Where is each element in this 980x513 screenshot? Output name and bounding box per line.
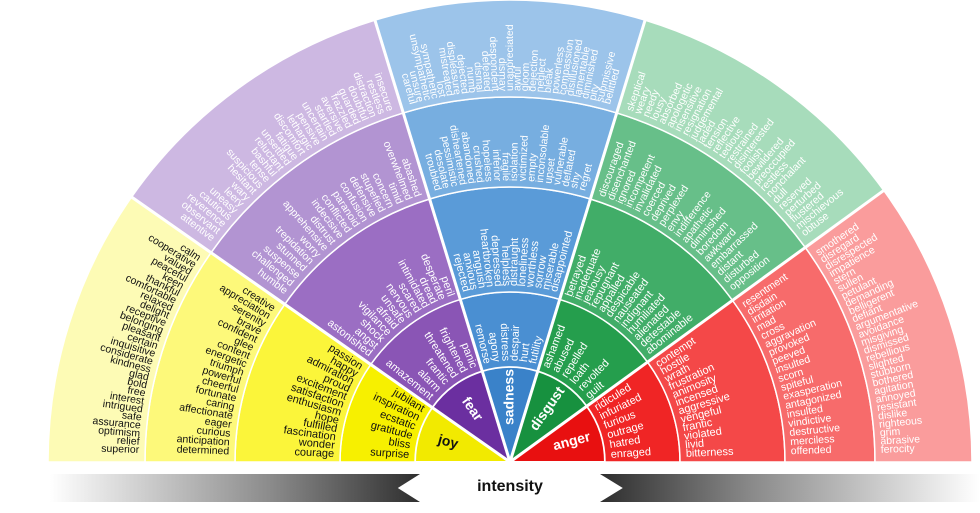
emotion-word: frantic [682, 417, 714, 435]
emotion-word: dismay [496, 58, 509, 92]
emotion-word: ferocity [881, 443, 916, 456]
emotion-word: determined [176, 444, 229, 458]
intensity-label: intensity [477, 478, 543, 495]
emotion-word: loneliness [516, 237, 531, 287]
emotion-word: dismal [471, 61, 485, 92]
emotion-word: awful [511, 66, 523, 91]
emotion-word: superior [101, 443, 140, 456]
emotion-word: depressed [488, 235, 504, 287]
emotion-word: enraged [610, 446, 651, 461]
emotion-word: relief [116, 435, 139, 448]
emotion-word: dejected [454, 54, 471, 95]
anger-ring-4 [804, 189, 973, 463]
emotion-word: inferior [490, 149, 503, 182]
emotion-word: dislike [877, 407, 908, 422]
emotion-word: assurance [92, 415, 142, 432]
sector-divider [508, 19, 647, 463]
emotion-word: livid [685, 438, 705, 452]
emotion-word: unappreciated [504, 24, 516, 91]
intensity-gradient-right [600, 474, 980, 502]
emotion-word: wonder [297, 436, 335, 451]
emotion-word: despondent [487, 36, 501, 91]
emotion-word: free [126, 384, 146, 399]
emotion-word: bliss [388, 436, 412, 451]
emotion-word: optimism [98, 425, 141, 440]
emotion-sector-disgust: disgustashamedabusedrepelledloathrevolte… [508, 19, 885, 465]
emotion-word: neglect [534, 58, 549, 93]
emotion-word: hopeless [480, 139, 495, 182]
emotion-word: safe [121, 409, 142, 423]
emotion-word: hurt [518, 342, 532, 362]
emotion-word: lost [434, 80, 449, 98]
emotion-word: victimized [517, 135, 531, 182]
emotion-word: distress [498, 323, 512, 362]
emotion-word: vindictive [788, 412, 833, 430]
intensity-gradient-left [50, 474, 420, 502]
emotion-word: resistant [876, 396, 917, 414]
emotion-word: despair [509, 324, 523, 361]
emotion-word: surprise [370, 446, 410, 461]
emotion-word: dejection [527, 49, 542, 92]
emotion-word: worthless [524, 240, 541, 289]
emotion-word: bold [126, 376, 148, 392]
emotion-word: pity [587, 82, 603, 101]
emotion-word: fragile [499, 152, 511, 181]
emotion-word: bleak [542, 67, 557, 94]
emotion-word: offended [791, 444, 832, 458]
emotion-wheel: joysurpriseblissgratitudeecstaticinspira… [48, 0, 973, 466]
emotion-word: grim [879, 426, 901, 440]
emotion-word: glad [128, 367, 150, 383]
sector-divider [130, 195, 511, 464]
emotion-word: helpless [499, 246, 512, 287]
emotion-word: eager [204, 415, 233, 430]
emotion-sector-sadness: sadnessremorseagonydistressdespairhurtfu… [373, 0, 647, 466]
emotion-word: anticipation [176, 433, 230, 449]
emotion-word: upset [542, 157, 557, 184]
emotion-word: distraught [508, 238, 521, 287]
emotion-word: interest [109, 390, 145, 407]
sector-divider [373, 19, 512, 463]
emotion-word: violated [683, 425, 722, 442]
core-emotion-label: sadness [501, 369, 517, 425]
intensity-scale: intensity [0, 470, 980, 513]
emotion-word: sorrow [532, 255, 549, 290]
emotion-word: powerless [549, 46, 567, 94]
emotion-word: courage [294, 446, 334, 460]
emotion-word: intrigued [102, 398, 144, 416]
emotion-word: shy [568, 170, 584, 189]
emotion-word: crushed [470, 145, 486, 184]
emotion-word: merciless [790, 433, 835, 448]
emotion-sector-anger: angerridiculedinfuriatedfuriousoutrageha… [506, 189, 973, 463]
emotion-word: hope [314, 410, 341, 427]
emotion-word: hatred [609, 434, 642, 451]
emotion-word: caring [205, 396, 236, 413]
emotion-word: destructive [789, 422, 841, 439]
emotion-word: insulted [786, 403, 824, 421]
emotion-word: empty [525, 152, 539, 182]
sector-divider [509, 189, 885, 464]
emotion-word: isolation [508, 142, 521, 181]
emotion-word: curious [196, 424, 231, 439]
core-emotion-label: joy [436, 431, 461, 452]
emotion-word: defeated [479, 51, 493, 93]
emotion-word: agony [486, 331, 502, 363]
emotion-word: gloom [519, 62, 532, 91]
emotion-word: numb [464, 66, 479, 94]
emotion-word: bitterness [686, 446, 735, 460]
emotion-word: abrasive [880, 433, 920, 447]
emotion-word: righteous [879, 415, 923, 431]
